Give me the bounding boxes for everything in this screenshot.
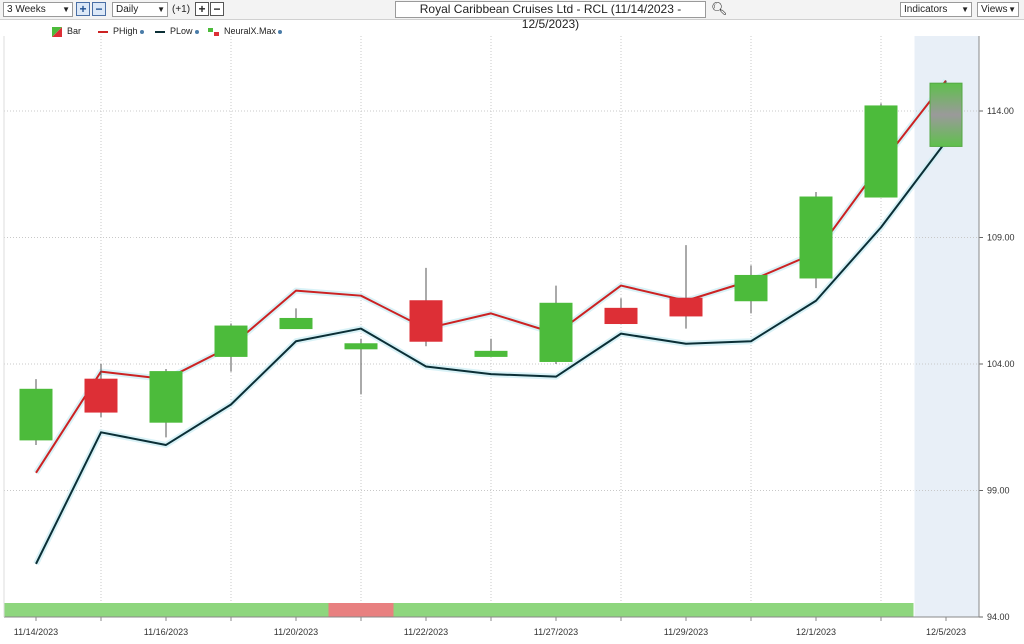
x-tick-label: 11/20/2023 <box>274 627 318 637</box>
add-period-button[interactable]: + <box>76 2 90 16</box>
candle <box>279 317 313 330</box>
neuralx-bar <box>783 603 849 617</box>
x-tick-label: 11/22/2023 <box>404 627 448 637</box>
candle <box>734 274 768 302</box>
period-select[interactable]: 3 Weeks ▼ <box>3 2 73 17</box>
x-tick-label: 11/29/2023 <box>664 627 708 637</box>
candle <box>539 302 573 362</box>
plow-line <box>35 140 947 565</box>
candle <box>344 343 378 350</box>
indicators-label: Indicators <box>904 4 948 15</box>
candle <box>474 350 508 357</box>
symbol-title: Royal Caribbean Cruises Ltd - RCL (11/14… <box>419 2 682 31</box>
neuralx-bar <box>133 603 199 617</box>
y-tick-label: 104.00 <box>987 359 1015 369</box>
settings-dot-icon[interactable] <box>139 29 144 34</box>
symbol-title-field[interactable]: Royal Caribbean Cruises Ltd - RCL (11/14… <box>395 1 706 31</box>
offset-minus-button[interactable]: − <box>210 2 224 16</box>
y-tick-label: 109.00 <box>987 233 1015 243</box>
indicators-select[interactable]: Indicators ▼ <box>900 2 972 17</box>
candle <box>149 371 183 423</box>
neuralx-bar <box>653 603 719 617</box>
grid-lines <box>3 36 979 618</box>
candle <box>864 105 898 198</box>
neuralx-strip <box>4 603 914 617</box>
neuralx-swatch-icon <box>208 27 219 36</box>
indicator-lines <box>33 78 949 566</box>
neuralx-bar <box>393 603 459 617</box>
neuralx-bar <box>588 603 654 617</box>
legend-label: PHigh <box>113 26 138 36</box>
legend-label: PLow <box>170 26 193 36</box>
interval-value: Daily <box>116 4 139 15</box>
settings-dot-icon[interactable] <box>278 29 283 34</box>
interval-select[interactable]: Daily ▼ <box>112 2 168 17</box>
neuralx-bar <box>458 603 524 617</box>
chevron-down-icon: ▼ <box>62 5 70 14</box>
offset-plus-button[interactable]: + <box>195 2 209 16</box>
offset-label: (+1) <box>172 4 191 15</box>
chevron-down-icon: ▼ <box>157 5 165 14</box>
candle <box>669 297 703 317</box>
legend-label: Bar <box>67 26 82 36</box>
candles <box>19 80 963 445</box>
candle <box>214 325 248 357</box>
legend-item-phigh: PHigh <box>98 25 144 37</box>
views-label: Views <box>981 4 1008 15</box>
views-select[interactable]: Views ▼ <box>977 2 1019 17</box>
x-tick-label: 11/16/2023 <box>144 627 188 637</box>
neuralx-bar <box>328 603 394 617</box>
search-icon[interactable]: 🔍︎ <box>711 1 728 16</box>
neuralx-bar <box>848 603 914 617</box>
neuralx-bar <box>523 603 589 617</box>
candle <box>799 196 833 279</box>
neuralx-bar <box>718 603 784 617</box>
x-tick-label: 12/1/2023 <box>796 627 836 637</box>
remove-period-button[interactable]: − <box>92 2 106 16</box>
bar-swatch-icon <box>52 26 62 37</box>
legend-item-neuralx: NeuralX.Max <box>208 25 283 37</box>
chevron-down-icon: ▼ <box>1008 5 1016 14</box>
legend-item-bar: Bar <box>52 25 81 37</box>
neuralx-bar <box>4 603 69 617</box>
candle <box>604 307 638 325</box>
neuralx-bar <box>68 603 134 617</box>
settings-dot-icon[interactable] <box>194 29 199 34</box>
line-swatch-icon <box>155 30 165 33</box>
x-tick-label: 12/5/2023 <box>926 627 966 637</box>
candle <box>84 378 118 413</box>
neuralx-bar <box>198 603 264 617</box>
legend-item-plow: PLow <box>155 25 199 37</box>
y-tick-label: 94.00 <box>987 612 1010 622</box>
legend-label: NeuralX.Max <box>224 26 277 36</box>
period-value: 3 Weeks <box>7 4 46 15</box>
forecast-candle <box>929 82 963 147</box>
x-tick-label: 11/27/2023 <box>534 627 578 637</box>
y-tick-label: 114.00 <box>987 106 1014 116</box>
x-tick-label: 11/14/2023 <box>14 627 58 637</box>
line-swatch-icon <box>98 30 108 33</box>
candle <box>409 300 443 342</box>
neuralx-bar <box>263 603 329 617</box>
phigh-line <box>35 80 947 474</box>
toolbar: 3 Weeks ▼ + − Daily ▼ (+1) + − Royal Car… <box>0 0 1024 31</box>
candle <box>19 388 53 441</box>
axes: 94.00 99.00 104.00 109.00 114.00 11/14/2023 11… <box>3 36 1015 637</box>
y-tick-label: 99.00 <box>987 486 1010 496</box>
chevron-down-icon: ▼ <box>961 5 969 14</box>
